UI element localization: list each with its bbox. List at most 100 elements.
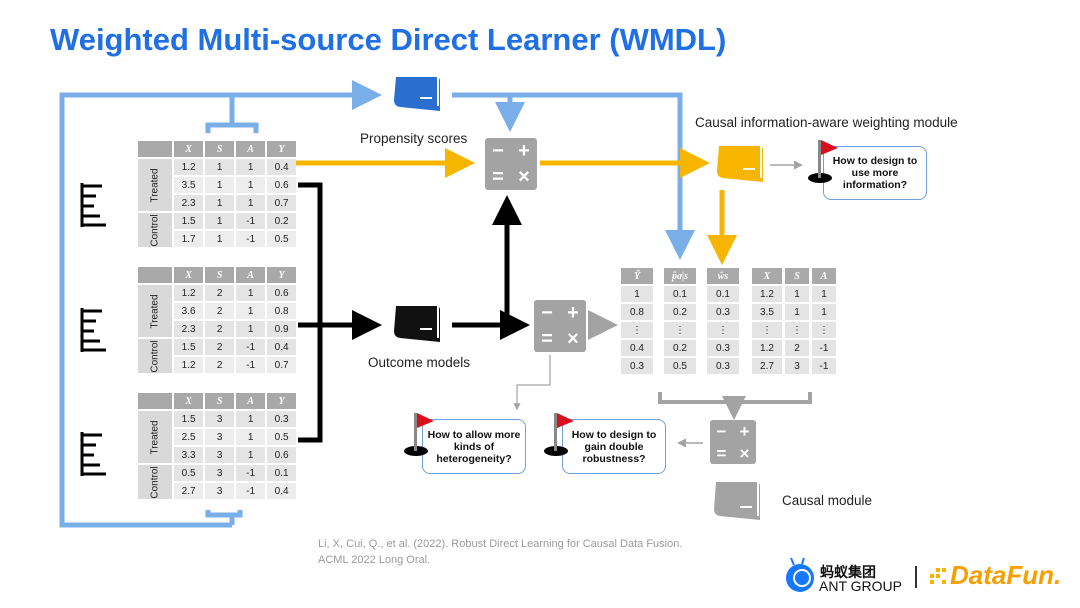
table-cell: 2.7: [742, 358, 782, 374]
table-row: 3.5 1 1 0.6: [138, 177, 297, 193]
table-row: 1.2 2 -1 0.7: [138, 357, 297, 373]
table-cell: 0.4: [267, 483, 297, 499]
table-cell: -1: [236, 339, 266, 355]
black-flow: [298, 182, 530, 443]
table-row: Control 1.5 1 -1 0.2: [138, 213, 297, 247]
table-cell: 3.3: [174, 447, 204, 463]
table-cell: 1: [236, 303, 266, 319]
column-header: S: [205, 267, 235, 283]
table-cell: 2.3: [174, 195, 204, 211]
table-cell: 0.2: [656, 340, 696, 356]
table-cell: 2: [205, 285, 235, 301]
table-cell: 1.2: [742, 286, 782, 302]
table-cell: ⋮: [812, 322, 836, 338]
table-cell: 1.2: [742, 340, 782, 356]
group-label: Control: [138, 213, 173, 247]
table-cell: 0.9: [267, 321, 297, 337]
causal-module-label: Causal module: [782, 493, 873, 508]
table-cell: 1: [785, 304, 809, 320]
column-header: X: [174, 393, 204, 409]
calculator-icon: − + = ×: [485, 138, 537, 190]
table-cell: 1: [812, 304, 836, 320]
column-header: X: [742, 268, 782, 284]
table-cell: 1: [236, 321, 266, 337]
table-row: 1 0.1 0.1 1.2 1 1: [621, 286, 836, 302]
question-robustness: How to design to gain double robustness?: [562, 419, 666, 474]
table-cell: 1.2: [174, 285, 204, 301]
table-row: Treated 1.2 2 1 0.6: [138, 285, 297, 337]
table-cell: 0.8: [267, 303, 297, 319]
table-row: Control 0.5 3 -1 0.1: [138, 465, 297, 499]
table-cell: 0.1: [699, 286, 739, 302]
table-row: Treated 1.2 1 1 0.4: [138, 159, 297, 211]
table-cell: 0.3: [621, 358, 653, 374]
table-cell: 1: [621, 286, 653, 302]
table-cell: ⋮: [742, 322, 782, 338]
table-row: Control 1.5 2 -1 0.4: [138, 339, 297, 373]
table-cell: 0.1: [656, 286, 696, 302]
column-header: Y: [267, 267, 297, 283]
table-cell: -1: [812, 358, 836, 374]
table-row: 2.5 3 1 0.5: [138, 429, 297, 445]
ant-group-cn: 蚂蚁集团: [820, 564, 876, 580]
table-cell: 2: [205, 321, 235, 337]
table-cell: 1: [236, 195, 266, 211]
table-cell: ⋮: [621, 322, 653, 338]
table-row: Treated 1.5 3 1 0.3: [138, 411, 297, 463]
flag-icon: [808, 140, 838, 183]
table-cell: -1: [236, 213, 266, 229]
column-header: A: [236, 393, 266, 409]
table-cell: 1: [812, 286, 836, 302]
table-cell: 0.5: [174, 465, 204, 481]
question-heterogeneity: How to allow more kinds of heterogeneity…: [422, 419, 526, 474]
table-cell: 1: [205, 213, 235, 229]
table-cell: 1: [205, 231, 235, 247]
column-header: S: [205, 141, 235, 157]
table-cell: 1.5: [174, 213, 204, 229]
table-cell: 1.5: [174, 411, 204, 427]
table-row: 0.4 0.2 0.3 1.2 2 -1: [621, 340, 836, 356]
table-row: 2.7 3 -1 0.4: [138, 483, 297, 499]
flag-icon: [404, 413, 434, 456]
table-cell: 1.2: [174, 357, 204, 373]
table-cell: 1: [785, 286, 809, 302]
column-header: X: [174, 141, 204, 157]
gray-flow: [513, 160, 812, 448]
table-cell: 3.5: [742, 304, 782, 320]
table-cell: 1: [205, 177, 235, 193]
table-cell: 2.3: [174, 321, 204, 337]
column-header: Ỹ: [621, 268, 653, 284]
table-cell: ⋮: [656, 322, 696, 338]
table-cell: 3: [205, 483, 235, 499]
column-header: Y: [267, 141, 297, 157]
table-cell: 3: [205, 429, 235, 445]
blue-flow: [59, 80, 695, 528]
table-cell: 2: [205, 339, 235, 355]
table-cell: 0.5: [656, 358, 696, 374]
table-cell: 3: [205, 411, 235, 427]
table-row: 3.3 3 1 0.6: [138, 447, 297, 463]
table-cell: 1: [236, 177, 266, 193]
table-cell: 1: [236, 411, 266, 427]
table-cell: 0.4: [621, 340, 653, 356]
calculator-icon: − + = ×: [534, 300, 586, 352]
ant-group-logo-icon: [786, 557, 814, 592]
table-cell: 3: [205, 447, 235, 463]
table-cell: 3.6: [174, 303, 204, 319]
table-cell: 1: [236, 159, 266, 175]
calculator-icon: − + = ×: [710, 420, 756, 464]
table-cell: 0.4: [267, 159, 297, 175]
table-cell: -1: [236, 231, 266, 247]
table-cell: 0.8: [621, 304, 653, 320]
table-cell: 2.5: [174, 429, 204, 445]
table-cell: 1.5: [174, 339, 204, 355]
table-cell: 0.2: [267, 213, 297, 229]
table-cell: 0.7: [267, 195, 297, 211]
group-label: Control: [138, 465, 173, 499]
column-header: ŵs: [699, 268, 739, 284]
table-cell: 1: [236, 285, 266, 301]
logo-divider: [915, 566, 917, 588]
table-cell: -1: [236, 465, 266, 481]
